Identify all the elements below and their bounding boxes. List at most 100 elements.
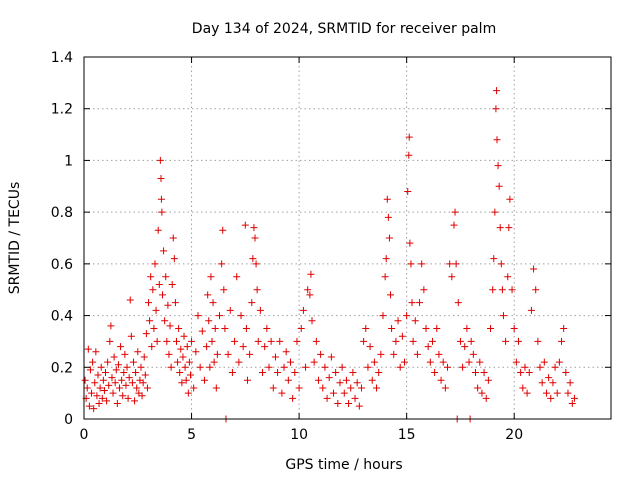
data-point — [162, 273, 170, 281]
data-point — [190, 384, 198, 392]
data-point — [228, 368, 236, 376]
data-point — [112, 366, 120, 374]
data-point — [405, 133, 413, 141]
data-point — [321, 363, 329, 371]
data-point — [250, 224, 258, 232]
y-tick-label: 0 — [64, 412, 73, 428]
data-point — [314, 376, 322, 384]
data-point — [117, 343, 125, 351]
data-point — [532, 286, 540, 294]
data-point — [111, 379, 119, 387]
data-point — [171, 299, 179, 307]
data-point — [568, 399, 576, 407]
data-point — [506, 195, 514, 203]
data-point — [403, 312, 411, 320]
data-point — [336, 379, 344, 387]
data-point — [293, 337, 301, 345]
data-point — [291, 368, 299, 376]
data-point — [220, 286, 228, 294]
data-point — [128, 379, 136, 387]
data-point — [512, 358, 520, 366]
data-point — [186, 371, 194, 379]
data-point — [161, 317, 169, 325]
data-point — [242, 325, 250, 332]
data-point — [151, 260, 159, 268]
data-point — [119, 392, 127, 400]
data-point — [141, 371, 149, 379]
data-point — [454, 299, 462, 307]
data-point — [299, 306, 307, 314]
data-point — [451, 208, 459, 216]
data-point — [251, 234, 259, 242]
data-point — [312, 337, 320, 345]
data-point — [433, 325, 441, 332]
data-point — [85, 402, 93, 410]
data-point — [109, 389, 117, 397]
x-axis-label: GPS time / hours — [285, 457, 402, 473]
data-point — [124, 394, 132, 402]
data-point — [108, 374, 116, 382]
data-point — [103, 397, 111, 405]
data-point — [327, 353, 335, 361]
data-point — [259, 368, 267, 376]
data-point — [431, 368, 439, 376]
data-point — [498, 286, 506, 294]
data-point — [534, 337, 542, 345]
data-point — [165, 350, 173, 358]
data-point — [465, 358, 473, 366]
data-point — [107, 322, 115, 330]
x-tick-labels: 0 5 10 15 20 — [80, 427, 524, 443]
data-point — [540, 358, 548, 366]
data-point — [459, 363, 467, 371]
data-point — [163, 337, 171, 345]
y-tick-labels: 0 0.2 0.4 0.6 0.8 1 1.2 1.4 — [51, 50, 73, 428]
data-point — [89, 358, 97, 366]
data-point — [570, 394, 578, 402]
data-point — [549, 379, 557, 387]
data-point — [476, 358, 484, 366]
data-point — [499, 312, 507, 320]
data-point — [125, 374, 133, 382]
data-point — [408, 299, 416, 307]
data-point — [218, 260, 226, 268]
data-point — [231, 337, 239, 345]
data-point — [332, 368, 340, 376]
data-point — [377, 350, 385, 358]
y-tick-label: 0.2 — [51, 360, 73, 376]
data-point — [330, 389, 338, 397]
data-point — [122, 381, 130, 389]
data-point — [120, 368, 128, 376]
data-point — [388, 325, 396, 332]
data-point — [156, 156, 164, 164]
data-point — [450, 221, 458, 229]
data-point — [515, 337, 523, 345]
data-point — [148, 343, 156, 351]
data-point — [198, 327, 206, 335]
data-point — [110, 353, 118, 361]
data-point — [424, 343, 432, 351]
data-point — [106, 337, 114, 345]
data-point — [212, 384, 220, 392]
data-point — [323, 394, 331, 402]
data-point — [560, 325, 568, 332]
data-point — [219, 226, 227, 234]
data-point — [274, 368, 282, 376]
data-point — [517, 368, 525, 376]
y-tick-label: 1 — [64, 153, 73, 169]
data-point — [469, 350, 477, 358]
data-point — [185, 358, 193, 366]
data-point — [471, 368, 479, 376]
data-point — [353, 379, 361, 387]
data-point — [566, 379, 574, 387]
data-point — [310, 358, 318, 366]
data-point — [345, 399, 353, 407]
data-point — [233, 273, 241, 281]
data-point — [418, 260, 426, 268]
data-point — [368, 376, 376, 384]
data-point — [102, 368, 110, 376]
data-point — [132, 368, 140, 376]
data-point — [444, 363, 452, 371]
data-point — [93, 392, 101, 400]
data-point — [349, 368, 357, 376]
data-point — [334, 399, 342, 407]
